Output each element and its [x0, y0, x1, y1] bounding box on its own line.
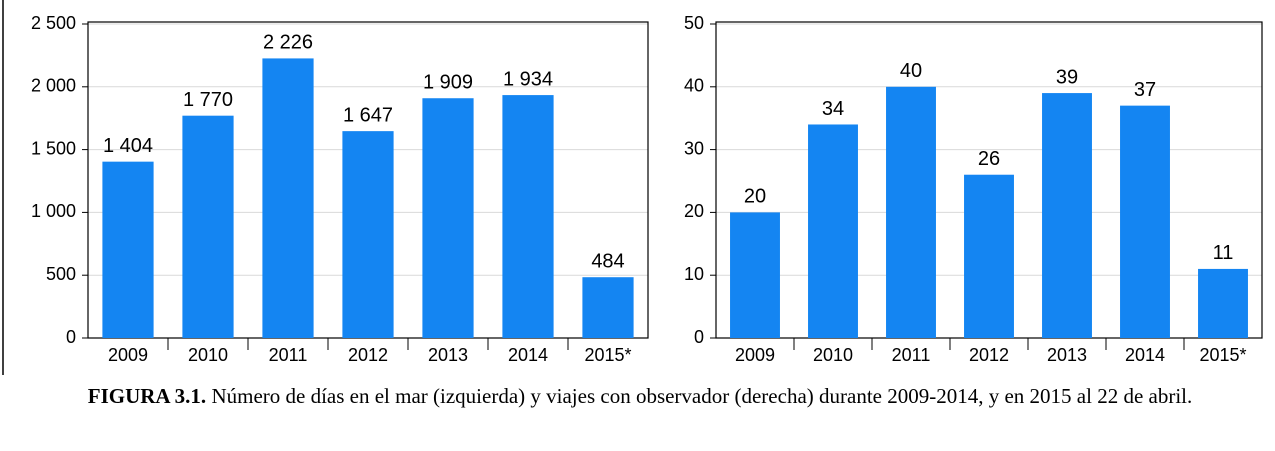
bar — [182, 115, 234, 338]
value-label: 1 770 — [183, 89, 233, 111]
y-tick-label: 50 — [684, 13, 704, 33]
bar — [1120, 105, 1170, 338]
bar — [262, 58, 314, 338]
value-label: 34 — [822, 98, 844, 120]
x-tick-label: 2011 — [269, 345, 308, 365]
bar — [886, 86, 936, 338]
y-tick-label: 10 — [684, 264, 704, 284]
x-tick-label: 2014 — [1125, 345, 1165, 365]
caption-text: Número de días en el mar (izquierda) y v… — [211, 384, 1193, 408]
x-tick-label: 2012 — [969, 345, 1009, 365]
bar — [1042, 93, 1092, 338]
value-label: 11 — [1213, 242, 1234, 264]
y-tick-label: 20 — [684, 201, 704, 221]
value-label: 26 — [978, 148, 1000, 170]
y-tick-label: 500 — [46, 264, 76, 284]
x-tick-label: 2013 — [428, 345, 468, 365]
value-label: 484 — [591, 250, 624, 272]
bar — [730, 212, 780, 338]
bar — [808, 124, 858, 338]
value-label: 1 647 — [343, 104, 393, 126]
y-tick-label: 2 500 — [31, 13, 76, 33]
x-tick-label: 2015* — [1199, 345, 1246, 365]
x-tick-label: 2011 — [892, 345, 931, 365]
y-tick-label: 30 — [684, 138, 704, 158]
bar — [102, 161, 154, 338]
x-tick-label: 2010 — [188, 345, 228, 365]
bar — [502, 95, 554, 338]
y-tick-label: 0 — [694, 327, 704, 347]
value-label: 2 226 — [263, 32, 313, 54]
x-tick-label: 2014 — [508, 345, 548, 365]
caption: FIGURA 3.1. Número de días en el mar (iz… — [60, 381, 1220, 412]
y-tick-label: 0 — [66, 327, 76, 347]
bar — [1198, 268, 1248, 338]
value-label: 40 — [900, 60, 922, 82]
value-label: 39 — [1056, 66, 1078, 88]
caption-label: FIGURA 3.1. — [87, 384, 207, 408]
bar — [422, 98, 474, 338]
x-tick-label: 2013 — [1047, 345, 1087, 365]
value-label: 1 934 — [503, 68, 553, 90]
y-tick-label: 40 — [684, 76, 704, 96]
y-tick-label: 1 500 — [31, 138, 76, 158]
value-label: 1 404 — [103, 135, 153, 157]
value-label: 1 909 — [423, 72, 473, 94]
x-tick-label: 2015* — [584, 345, 631, 365]
x-tick-label: 2009 — [108, 345, 148, 365]
value-label: 20 — [744, 186, 766, 208]
y-tick-label: 2 000 — [31, 76, 76, 96]
bar — [582, 277, 634, 338]
x-tick-label: 2009 — [735, 345, 775, 365]
bar — [342, 131, 394, 338]
bar — [964, 174, 1014, 338]
y-tick-label: 1 000 — [31, 201, 76, 221]
x-tick-label: 2012 — [348, 345, 388, 365]
x-tick-label: 2010 — [813, 345, 853, 365]
value-label: 37 — [1134, 79, 1156, 101]
